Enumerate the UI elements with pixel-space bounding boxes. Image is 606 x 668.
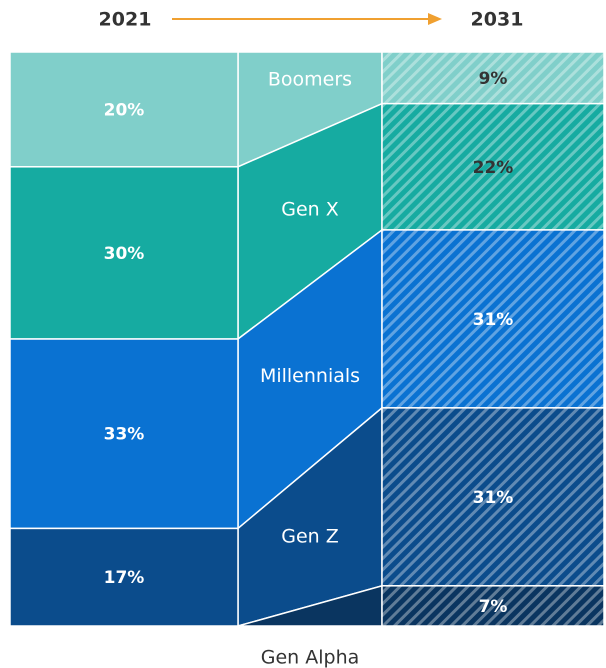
arrow-head (428, 13, 442, 25)
value-label: 20% (104, 100, 145, 120)
segment (9, 338, 239, 530)
value-label: 31% (473, 310, 514, 330)
segment (9, 51, 239, 168)
value-label: 9% (479, 69, 508, 89)
hatch (382, 52, 604, 104)
value-label: 7% (479, 597, 508, 617)
series-name: Gen X (281, 198, 339, 220)
value-label: 30% (104, 244, 145, 264)
hatch (382, 103, 604, 230)
series-name: Millennials (260, 365, 360, 387)
hatch (382, 229, 604, 408)
series-name: Gen Z (281, 526, 339, 548)
value-label: 17% (104, 568, 145, 588)
segment (9, 166, 239, 340)
segment (9, 527, 239, 627)
year-label: 2031 (471, 9, 524, 31)
value-label: 33% (104, 425, 145, 445)
series-name: Gen Alpha (261, 647, 360, 668)
series-name: Boomers (268, 69, 352, 91)
year-label: 2021 (99, 9, 152, 31)
value-label: 31% (473, 488, 514, 508)
hatch (382, 585, 604, 626)
hatch (382, 407, 604, 586)
value-label: 22% (473, 158, 514, 178)
